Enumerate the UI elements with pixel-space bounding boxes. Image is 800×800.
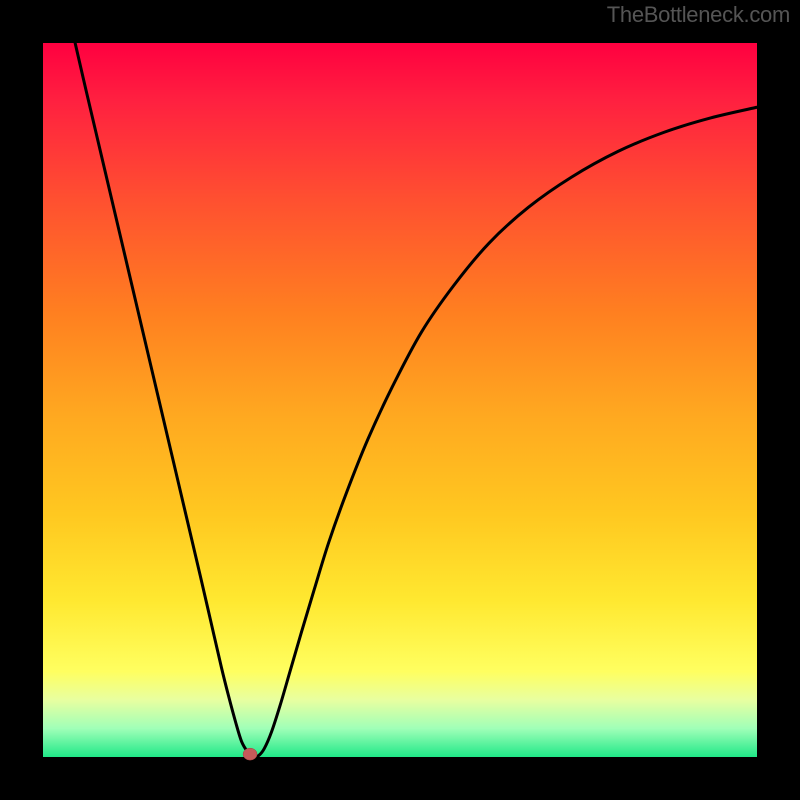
bottleneck-chart [0, 0, 800, 800]
watermark-text: TheBottleneck.com [607, 2, 790, 28]
optimum-marker [243, 748, 257, 760]
chart-background [43, 43, 757, 757]
chart-svg [0, 0, 800, 800]
